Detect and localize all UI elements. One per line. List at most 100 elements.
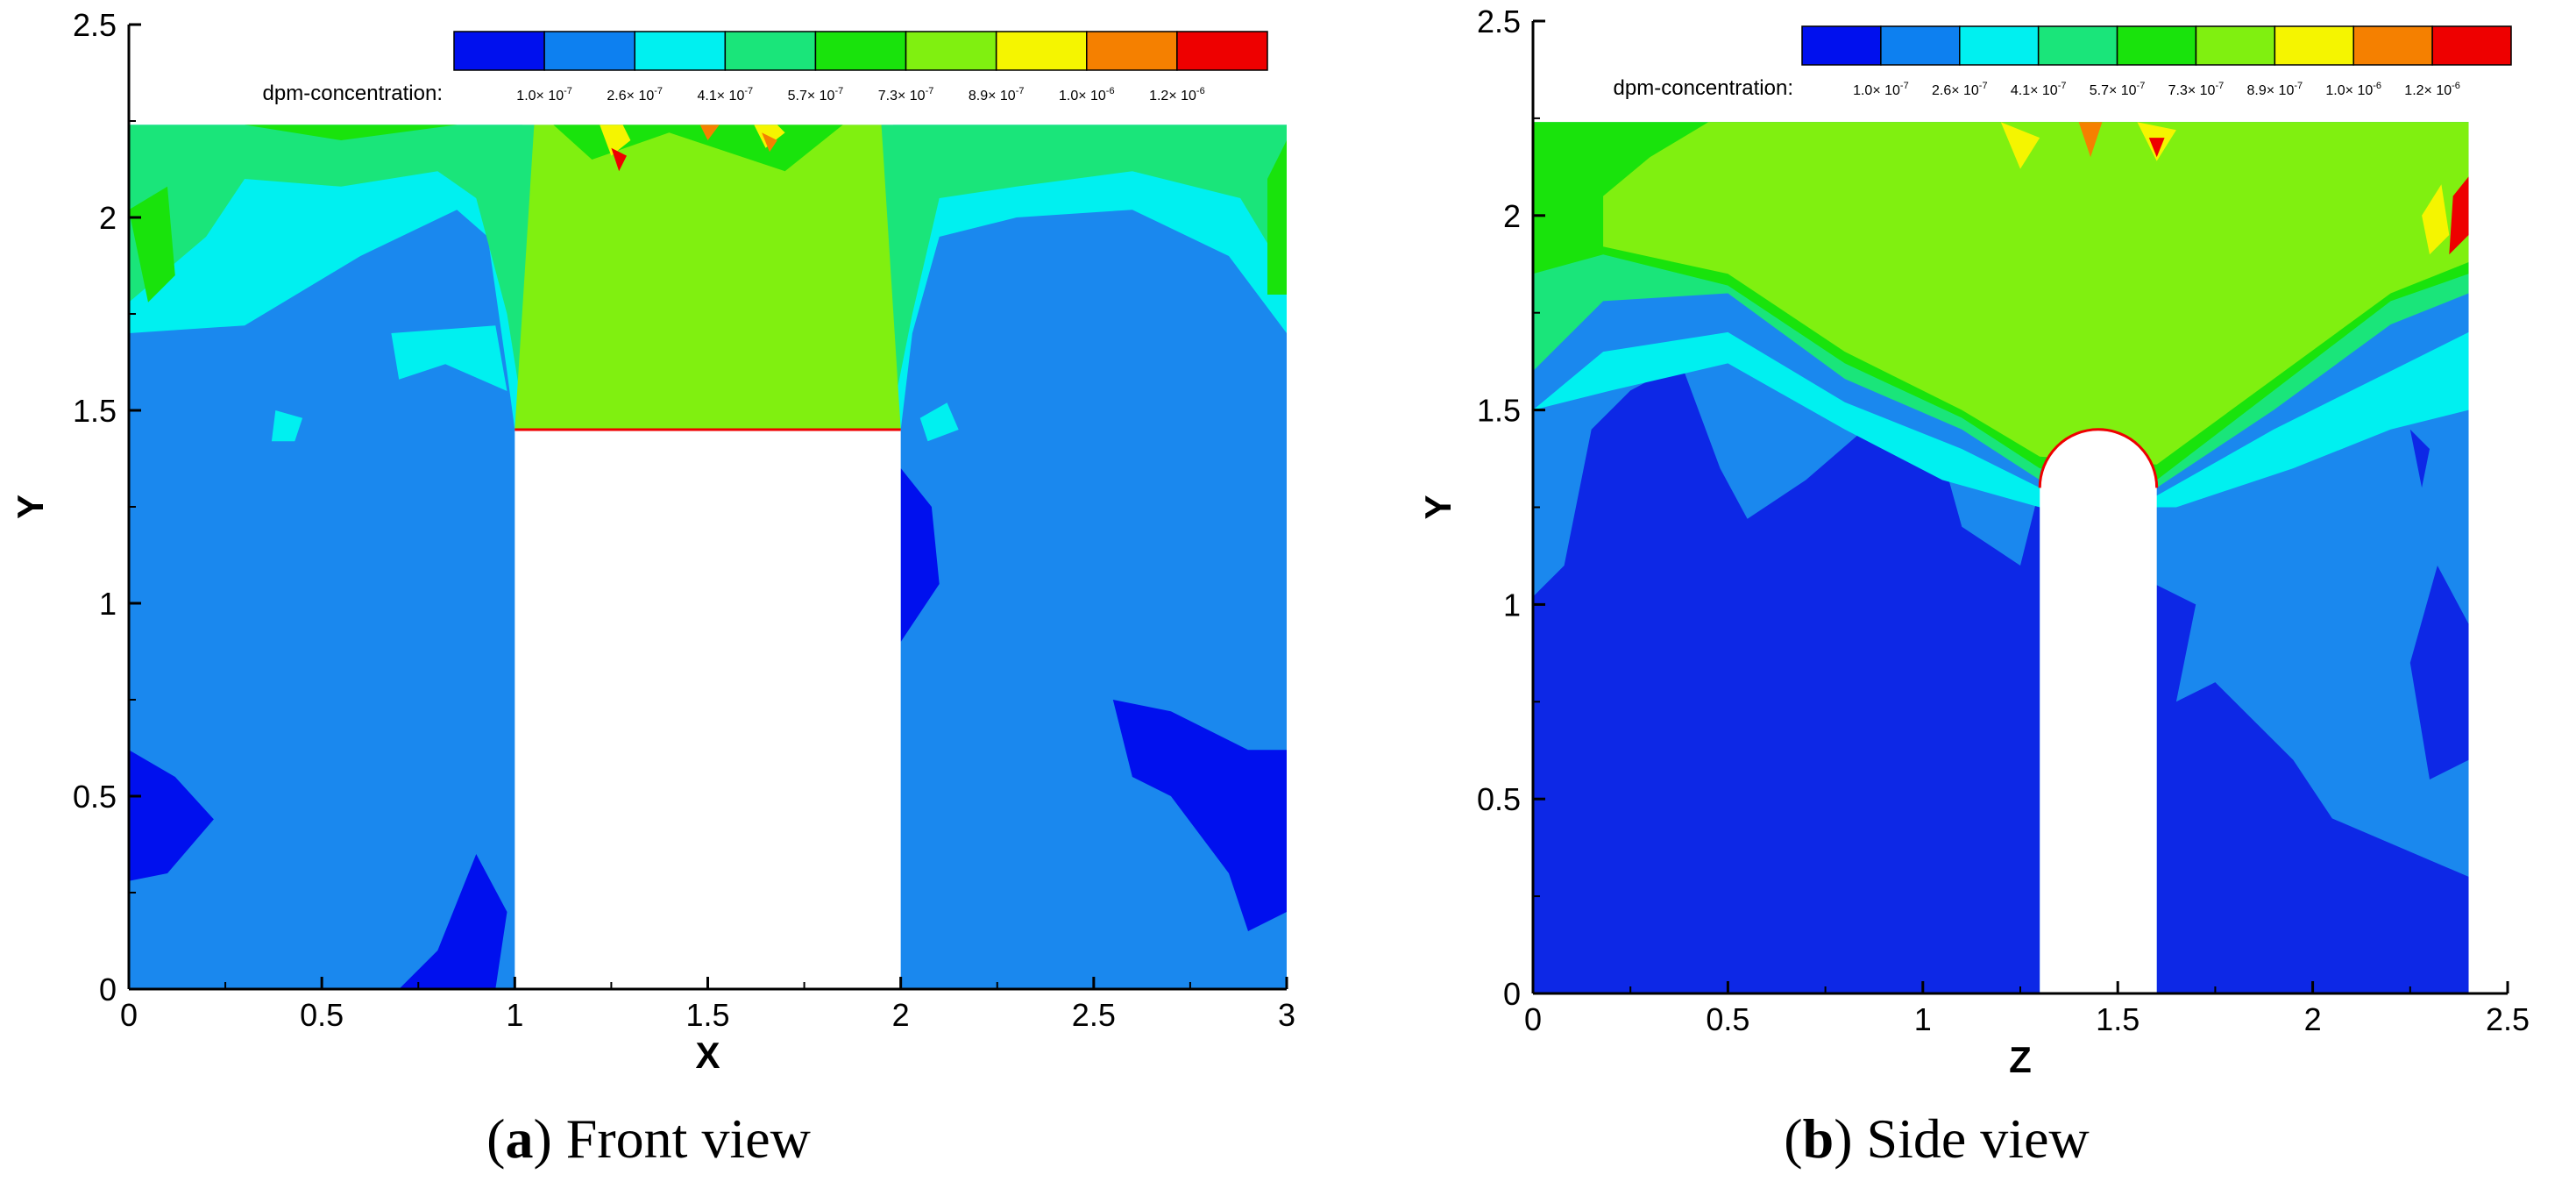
central-plume	[1603, 122, 2469, 465]
legend-swatch	[2274, 25, 2354, 66]
x-tick-label: 1.5	[685, 997, 729, 1033]
hot-spot-2	[611, 147, 627, 172]
legend-tick-label: 5.7× 10-7	[2090, 81, 2146, 98]
y-tick-label: 2	[99, 200, 117, 236]
legend-tick-label: 5.7× 10-7	[788, 86, 844, 103]
legend-swatch	[1959, 25, 2040, 66]
hot-spot-2	[2078, 122, 2103, 158]
left-edge-band-green	[148, 125, 458, 140]
legend-tick-label: 8.9× 10-7	[2247, 81, 2303, 98]
legend-tick-label: 1.0× 10-7	[1853, 81, 1909, 98]
legend-tick-label: 8.9× 10-7	[969, 86, 1025, 103]
y-tick-label: 0	[99, 972, 117, 1007]
legend-swatch	[543, 31, 635, 71]
central-plume	[514, 125, 901, 430]
front-view-caption: (a) Front view	[486, 1107, 811, 1170]
y-axis-label: Y	[10, 495, 51, 519]
x-tick-label: 0.5	[1706, 1001, 1749, 1037]
x-tick-label: 0.5	[300, 997, 344, 1033]
legend-tick-label: 1.0× 10-6	[2325, 81, 2381, 98]
legend-tick-label: 1.0× 10-6	[1059, 86, 1115, 103]
x-tick-label: 0	[1524, 1001, 1542, 1037]
side-view-contour-plot: 0 0.5 1 1.5 2 2.5 0 0.5 1 1.5 2 2.5 Z Ydpm-concentrat…	[1417, 4, 2530, 1080]
legend-tick-label: 2.6× 10-7	[1932, 81, 1988, 98]
legend-tick-label: 1.0× 10-7	[516, 86, 572, 103]
x-tick-label: 1.5	[2096, 1001, 2140, 1037]
legend-swatch	[724, 31, 817, 71]
y-tick-label: 2.5	[1477, 4, 1521, 39]
legend-tick-label: 1.2× 10-6	[2404, 81, 2460, 98]
legend-tick-label: 4.1× 10-7	[698, 86, 754, 103]
right-wall-hot	[2449, 176, 2469, 255]
x-tick-label: 2.5	[1072, 997, 1116, 1033]
legend-tick-label: 1.2× 10-6	[1149, 86, 1205, 103]
low-region-left	[1533, 363, 2040, 993]
mid-patch-left-1	[391, 325, 507, 391]
legend-swatch	[2116, 25, 2197, 66]
x-tick-label: 3	[1278, 997, 1295, 1033]
legend-swatch	[2195, 25, 2276, 66]
legend-swatch	[1801, 25, 1882, 66]
mid-patch-left-2	[271, 410, 303, 442]
hot-spot-1	[2000, 122, 2040, 169]
legend-tick-label: 4.1× 10-7	[2011, 81, 2067, 98]
x-tick-label: 2.5	[2486, 1001, 2530, 1037]
low-region-right-3	[2409, 429, 2430, 488]
left-wall-green	[129, 186, 175, 303]
right-wall-green	[1267, 140, 1287, 295]
legend-title: dpm-concentration:	[263, 82, 443, 105]
x-tick-label: 2	[2304, 1001, 2322, 1037]
legend-swatch	[1880, 25, 1961, 66]
y-tick-label: 1.5	[73, 393, 117, 429]
x-tick-label: 1	[1914, 1001, 1932, 1037]
low-region-left-bottom	[129, 750, 214, 989]
low-region-right-strip	[900, 468, 940, 642]
hot-spot-1	[600, 125, 631, 156]
legend-swatch	[1086, 31, 1178, 71]
legend-tick-label: 2.6× 10-7	[607, 86, 663, 103]
low-region-left-bottom-2	[399, 854, 507, 989]
edge-band-cyan	[1533, 331, 2469, 508]
x-axis-label: Z	[2009, 1039, 2032, 1080]
low-region-right-bottom	[1112, 700, 1287, 931]
y-tick-label: 0.5	[73, 779, 117, 815]
legend-tick-label: 7.3× 10-7	[878, 86, 934, 103]
obstacle-surface-edge	[2038, 428, 2159, 488]
y-axis-label: Y	[1417, 495, 1458, 519]
legend-swatch	[634, 31, 727, 71]
side-view-caption: (b) Side view	[1784, 1107, 2090, 1170]
legend-swatch	[2352, 25, 2433, 66]
right-wall-warm	[2422, 184, 2450, 255]
legend-swatch	[1176, 31, 1268, 71]
legend-swatch	[905, 31, 997, 71]
y-tick-label: 1.5	[1477, 393, 1521, 429]
legend-swatch	[995, 31, 1088, 71]
y-tick-label: 0.5	[1477, 781, 1521, 817]
y-tick-label: 2.5	[73, 7, 117, 43]
obstacle	[2040, 429, 2157, 993]
hot-spot-4	[762, 132, 777, 153]
legend-swatch	[814, 31, 907, 71]
right-edge-band-cyan	[892, 125, 1287, 430]
y-tick-label: 2	[1503, 198, 1521, 234]
x-tick-label: 2	[892, 997, 910, 1033]
y-tick-label: 1	[99, 586, 117, 622]
legend-tick-label: 7.3× 10-7	[2168, 81, 2225, 98]
mid-patch-right-1	[919, 402, 959, 442]
x-tick-label: 0	[120, 997, 138, 1033]
legend-swatch	[2431, 25, 2512, 66]
legend-title: dpm-concentration:	[1614, 76, 1793, 100]
left-edge-band-teal	[129, 125, 535, 410]
x-axis-label: X	[695, 1035, 720, 1076]
legend-swatch	[2037, 25, 2118, 66]
hot-spot-4	[2148, 138, 2165, 158]
low-region-right-2	[2409, 566, 2469, 780]
right-edge-band-teal	[881, 125, 1287, 410]
front-view-contour-plot: 0 0.5 1 1.5 2 2.5 3 0 0.5 1 1.5 2 2.5 X Ydpm-concentra…	[10, 7, 1295, 1076]
obstacle	[514, 430, 901, 989]
y-tick-label: 1	[1503, 587, 1521, 623]
legend-swatch	[453, 31, 545, 71]
hot-spot-5	[699, 125, 720, 140]
